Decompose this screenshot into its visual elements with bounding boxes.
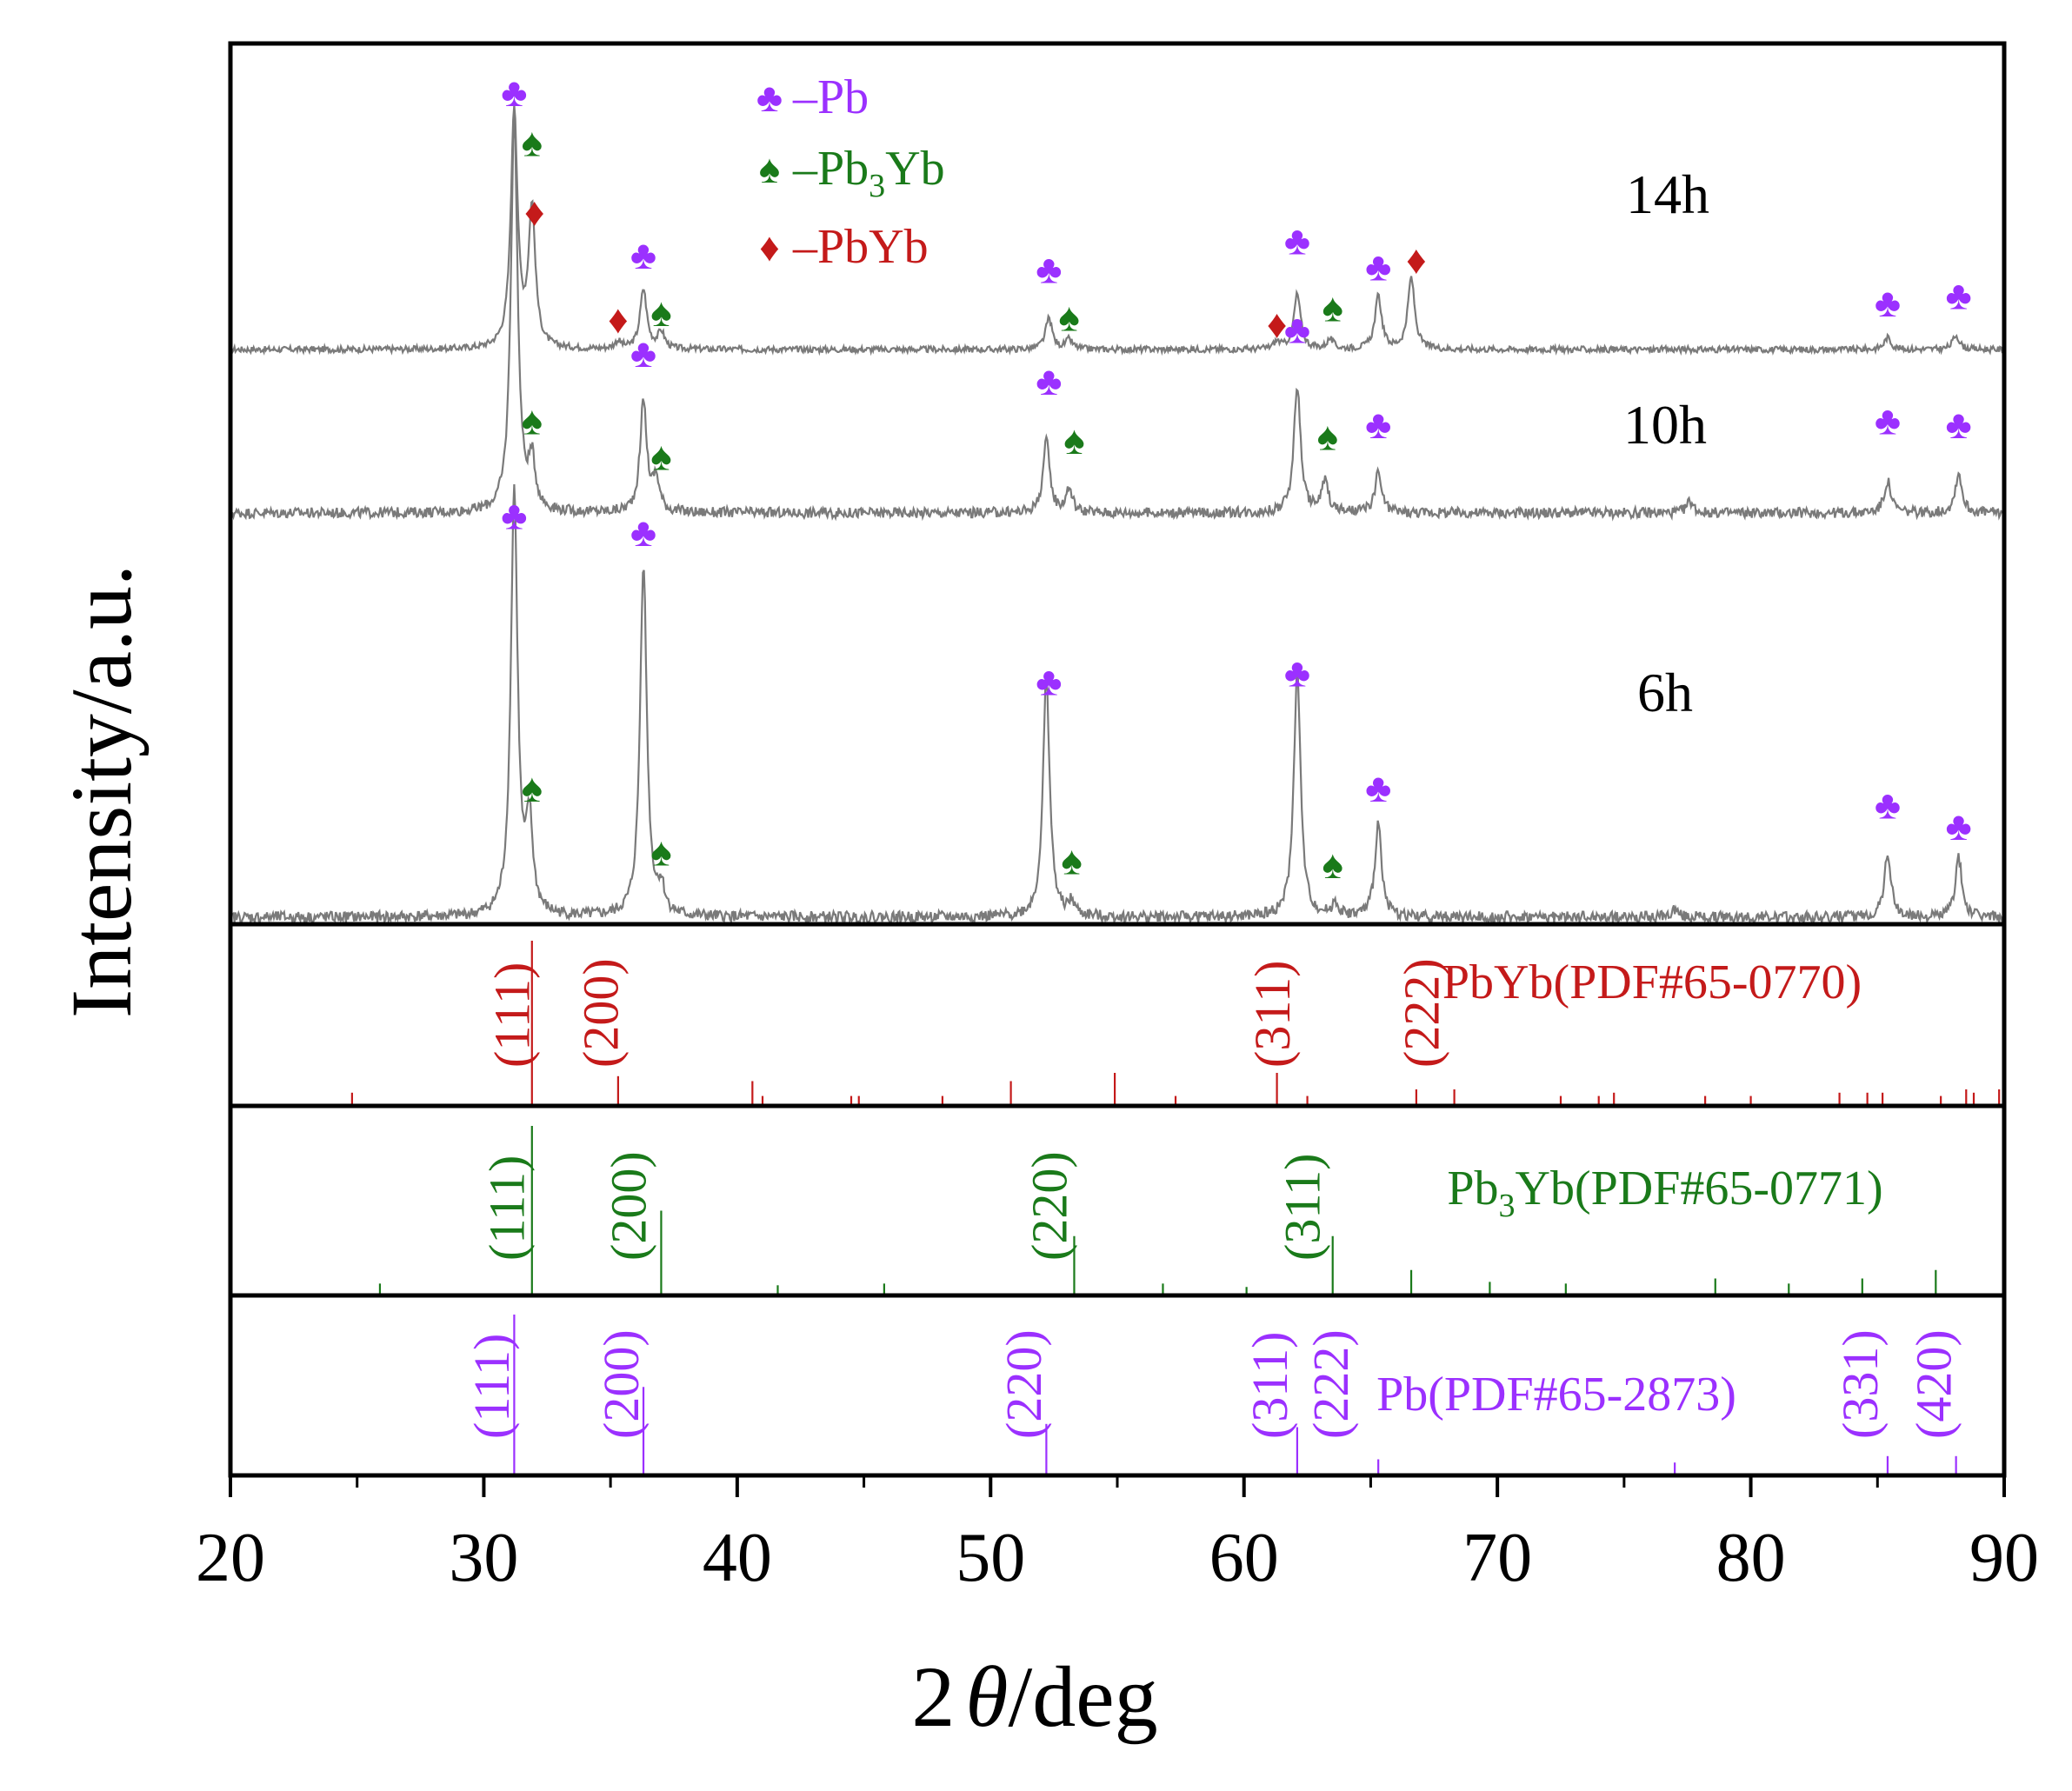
peak-marker-pb3yb: ♠ [522, 766, 543, 810]
pattern-label-10h: 10h [1623, 394, 1707, 456]
peak-marker-pbyb: ♦ [524, 190, 544, 234]
hkl-label: (220) [1021, 1151, 1077, 1261]
reference-name-pb3yb: Pb3Yb(PDF#65-0771) [1447, 1162, 1882, 1224]
peak-marker-pbyb: ♦ [1267, 303, 1287, 347]
x-tick-label: 20 [196, 1520, 265, 1596]
x-tick-label: 40 [703, 1520, 772, 1596]
xrd-pattern-line-14h [230, 105, 2005, 356]
peak-marker-pb: ♣ [1875, 783, 1901, 828]
legend-label-prefix: –PbYb [792, 220, 929, 274]
hkl-label: (200) [573, 958, 630, 1068]
reference-panels: (111) (200) (311) (222)PbYb(PDF#65-0770)(11… [350, 941, 2001, 1475]
legend: ♣ –Pb♠ –Pb3Yb♦ –PbYb [756, 70, 945, 274]
legend-label-pb: –Pb [792, 70, 869, 124]
peak-marker-pb3yb: ♠ [650, 830, 671, 875]
hkl-label: (311) [1275, 1154, 1331, 1261]
hkl-label: (220) [996, 1329, 1052, 1439]
peak-marker-pb3yb: ♠ [1322, 285, 1342, 330]
legend-symbol-pbyb: ♦ [759, 225, 779, 270]
legend-label-sub: 3 [869, 168, 885, 204]
peak-marker-pb: ♣ [1945, 804, 1971, 849]
peak-marker-pb: ♣ [1036, 660, 1062, 704]
peak-marker-pb3yb: ♠ [1063, 418, 1084, 463]
x-tick-label: 30 [449, 1520, 518, 1596]
peak-marker-pb3yb: ♠ [1317, 415, 1338, 459]
reference-name-prefix: PbYb [1442, 955, 1554, 1009]
legend-symbol-pb3yb: ♠ [759, 147, 780, 191]
peak-marker-pb: ♣ [1945, 274, 1971, 318]
x-axis-label-suffix: /deg [1008, 1648, 1157, 1745]
reference-name-prefix: Pb [1447, 1162, 1498, 1215]
hkl-label: (111) [484, 962, 541, 1068]
peak-marker-pbyb: ♦ [608, 297, 628, 342]
reference-name-prefix: Pb [1376, 1368, 1428, 1421]
peak-marker-pb: ♣ [1365, 403, 1391, 447]
x-axis: 20 30 40 50 60 70 80 90 [196, 1475, 2039, 1596]
peak-marker-pb: ♣ [1365, 245, 1391, 290]
legend-label-suffix: Yb [885, 142, 944, 196]
peak-marker-pb3yb: ♠ [522, 398, 543, 443]
hkl-label: (200) [601, 1151, 657, 1261]
legend-symbol-pb: ♣ [756, 76, 783, 120]
x-axis-label: 2 θ/deg [911, 1648, 1157, 1745]
legend-label-pbyb: –PbYb [792, 220, 929, 274]
reference-name-pb: Pb(PDF#65-2873) [1376, 1368, 1736, 1421]
peak-marker-pb: ♣ [1945, 403, 1971, 447]
reference-name-suffix: (PDF#65-2873) [1428, 1368, 1736, 1421]
x-tick-label: 70 [1462, 1520, 1532, 1596]
hkl-label: (200) [593, 1329, 650, 1439]
peak-marker-pb: ♣ [1365, 766, 1391, 810]
peak-marker-pb: ♣ [1036, 247, 1062, 291]
x-axis-label-prefix: 2 [911, 1648, 955, 1745]
legend-label-pb3yb: –Pb3Yb [792, 142, 945, 204]
reference-name-suffix: Yb(PDF#65-0771) [1516, 1162, 1883, 1215]
peak-marker-pb3yb: ♠ [1322, 842, 1342, 887]
peak-marker-pb3yb: ♠ [522, 121, 543, 165]
x-tick-label: 80 [1716, 1520, 1786, 1596]
x-tick-label: 90 [1969, 1520, 2039, 1596]
xrd-patterns-panel: 14h♣♠♦♣♠♦♣♠♣♦ ♠♣ ♦♣ ♣10h♠♣♠♣♠♣♠ ♣ ♣ ♣6h♣♠♣♠♣♠♣… [229, 70, 2005, 927]
peak-marker-pb3yb: ♠ [650, 434, 671, 478]
xrd-pattern-line-10h [229, 110, 2005, 522]
hkl-label: (222) [1302, 1329, 1359, 1439]
x-tick-label: 60 [1209, 1520, 1279, 1596]
peak-marker-pb: ♣ [630, 331, 656, 376]
hkl-label: (311) [1242, 1332, 1298, 1439]
peak-marker-pb: ♣ [1284, 218, 1310, 263]
peak-marker-pbyb: ♦ [1406, 237, 1426, 282]
reference-name-suffix: (PDF#65-0770) [1553, 955, 1862, 1009]
x-tick-label: 50 [956, 1520, 1025, 1596]
peak-marker-pb: ♣ [1284, 308, 1310, 352]
peak-marker-pb: ♣ [1036, 359, 1062, 403]
legend-label-prefix: –Pb [792, 70, 869, 124]
reference-name-sub: 3 [1499, 1188, 1516, 1224]
peak-marker-pb: ♣ [630, 233, 656, 277]
pattern-label-6h: 6h [1637, 662, 1693, 723]
peak-marker-pb3yb: ♠ [1061, 838, 1082, 882]
peak-marker-pb3yb: ♠ [650, 290, 671, 335]
peak-marker-pb: ♣ [1875, 281, 1901, 325]
hkl-label: (420) [1905, 1329, 1962, 1439]
y-axis-label: Intensity/a.u. [53, 564, 150, 1018]
peak-marker-pb: ♣ [501, 493, 527, 537]
peak-marker-pb: ♣ [1875, 398, 1901, 443]
hkl-label: (222) [1394, 958, 1450, 1068]
peak-marker-pb: ♣ [501, 70, 527, 115]
hkl-label: (111) [463, 1334, 520, 1439]
x-axis-label-theta: θ [965, 1648, 1008, 1745]
peak-marker-pb: ♣ [630, 510, 656, 555]
peak-marker-pb: ♣ [1284, 651, 1310, 696]
hkl-label: (311) [1244, 961, 1301, 1068]
peak-marker-pb3yb: ♠ [1058, 295, 1079, 339]
xrd-pattern-line-6h [230, 483, 2005, 927]
legend-label-prefix: –Pb [792, 142, 869, 196]
reference-name-pbyb: PbYb(PDF#65-0770) [1442, 955, 1862, 1009]
hkl-label: (331) [1832, 1329, 1889, 1439]
pattern-label-14h: 14h [1626, 163, 1709, 225]
hkl-label: (111) [479, 1155, 536, 1261]
